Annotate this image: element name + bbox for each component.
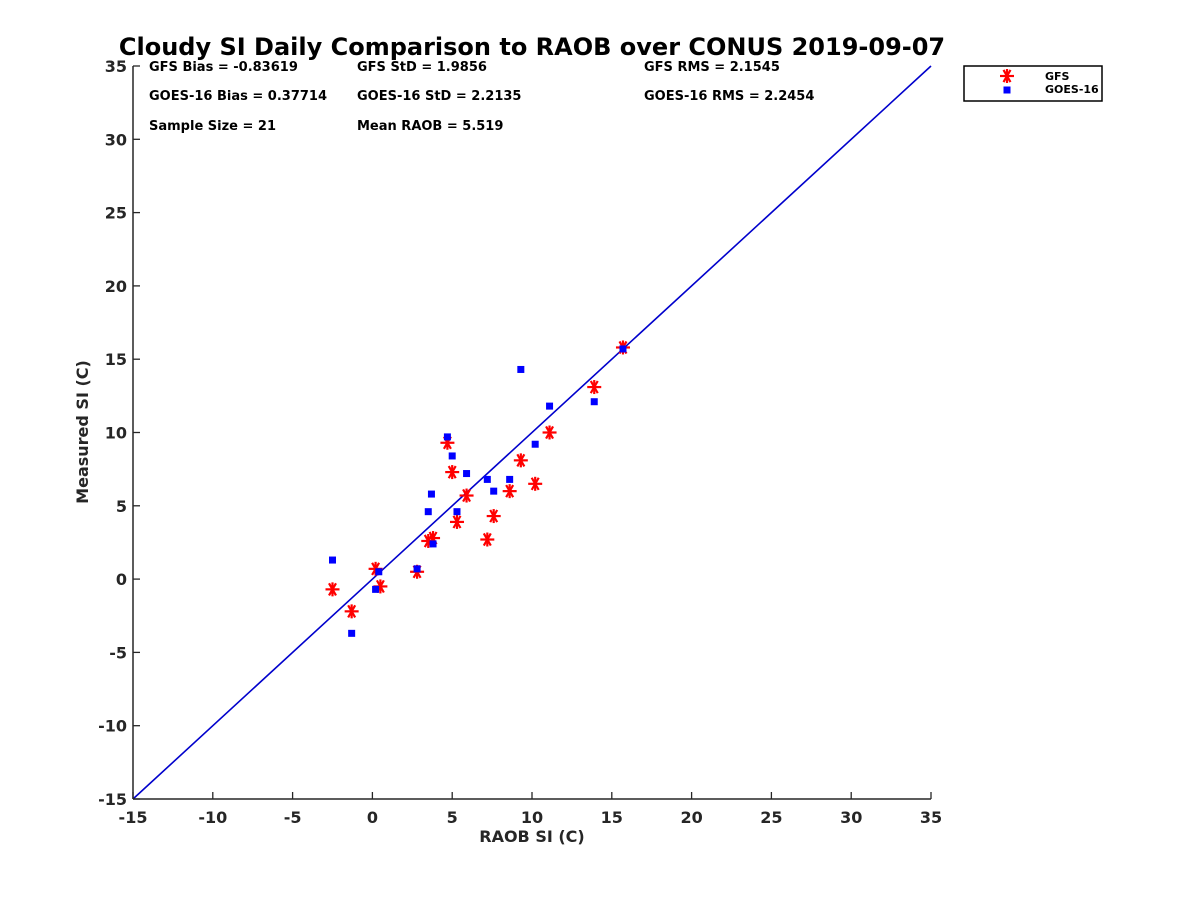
goes16-point [348,629,356,637]
y-tick-label: 10 [105,424,127,443]
goes16-point [453,508,461,516]
legend-marker-gfs [1000,69,1014,83]
gfs-point [445,465,460,480]
data-points-layer [325,340,630,637]
gfs-point [486,509,501,524]
goes16-point [546,402,554,410]
gfs-point [528,476,543,491]
x-tick-label: 30 [840,808,862,827]
goes16-point [429,540,437,548]
gfs-point [480,532,495,547]
legend-label-goes16: GOES-16 [1045,83,1099,96]
stat-goes-std: GOES-16 StD = 2.2135 [357,89,521,104]
gfs-point [449,514,464,529]
x-tick-label: 25 [760,808,782,827]
goes16-point [490,487,498,495]
goes16-point [531,440,539,448]
y-tick-label: 35 [105,57,127,76]
x-tick-label: 5 [447,808,458,827]
x-axis-label: RAOB SI (C) [479,827,584,846]
y-tick-label: -10 [98,717,127,736]
goes16-point [375,568,383,576]
gfs-point [459,488,474,503]
stat-goes-rms: GOES-16 RMS = 2.2454 [644,89,814,104]
goes16-point [463,470,471,478]
legend-label-gfs: GFS [1045,70,1070,83]
chart-title: Cloudy SI Daily Comparison to RAOB over … [119,33,945,61]
goes16-point [517,365,525,373]
gfs-point [542,425,557,440]
stat-sample-size: Sample Size = 21 [149,119,276,134]
x-tick-label: 15 [601,808,623,827]
gfs-point [344,604,359,619]
goes16-point [372,585,380,593]
y-tick-label: 15 [105,350,127,369]
stat-goes-bias: GOES-16 Bias = 0.37714 [149,89,327,104]
y-tick-label: -15 [98,790,127,809]
one-to-one-line [132,65,932,800]
y-tick-label: 20 [105,277,127,296]
goes16-point [619,345,627,353]
x-tick-label: -15 [119,808,148,827]
reference-line-layer [132,65,932,800]
y-tick-label: 30 [105,130,127,149]
x-ticks-layer: -15 -10 -5 0 5 10 15 20 25 30 35 [119,792,942,827]
y-ticks-layer: -15 -10 -5 0 5 10 15 20 25 30 35 [98,57,140,809]
y-tick-label: 5 [116,497,127,516]
stat-gfs-rms: GFS RMS = 2.1545 [644,60,780,75]
gfs-point [325,582,340,597]
stats-block: GFS Bias = -0.83619 GFS StD = 1.9856 GFS… [149,60,814,134]
gfs-point [513,453,528,468]
legend-marker-goes16 [1003,86,1011,94]
gfs-point [587,380,602,395]
goes16-point [443,433,451,441]
legend-goes16-square [1003,86,1011,94]
legend: GFS GOES-16 [963,65,1103,102]
goes16-point [413,565,421,573]
gfs-point [502,484,517,499]
legend-gfs-asterisk [1000,69,1014,83]
x-tick-label: 10 [521,808,543,827]
goes16-point [424,508,432,516]
stat-gfs-bias: GFS Bias = -0.83619 [149,60,298,75]
goes16-point [506,475,514,483]
y-tick-label: 0 [116,570,127,589]
x-tick-label: 35 [920,808,942,827]
goes16-point [590,398,598,406]
y-tick-label: -5 [109,643,127,662]
y-axis-label: Measured SI (C) [73,360,92,504]
x-tick-label: 0 [367,808,378,827]
x-tick-label: -10 [198,808,227,827]
x-tick-label: -5 [284,808,302,827]
y-tick-label: 25 [105,204,127,223]
goes16-point [427,490,435,498]
x-tick-label: 20 [680,808,702,827]
stat-mean-raob: Mean RAOB = 5.519 [357,119,503,134]
legend-box [963,65,1103,102]
goes16-point [483,475,491,483]
goes16-point [329,556,336,564]
stat-gfs-std: GFS StD = 1.9856 [357,60,487,75]
goes16-point [448,452,456,460]
